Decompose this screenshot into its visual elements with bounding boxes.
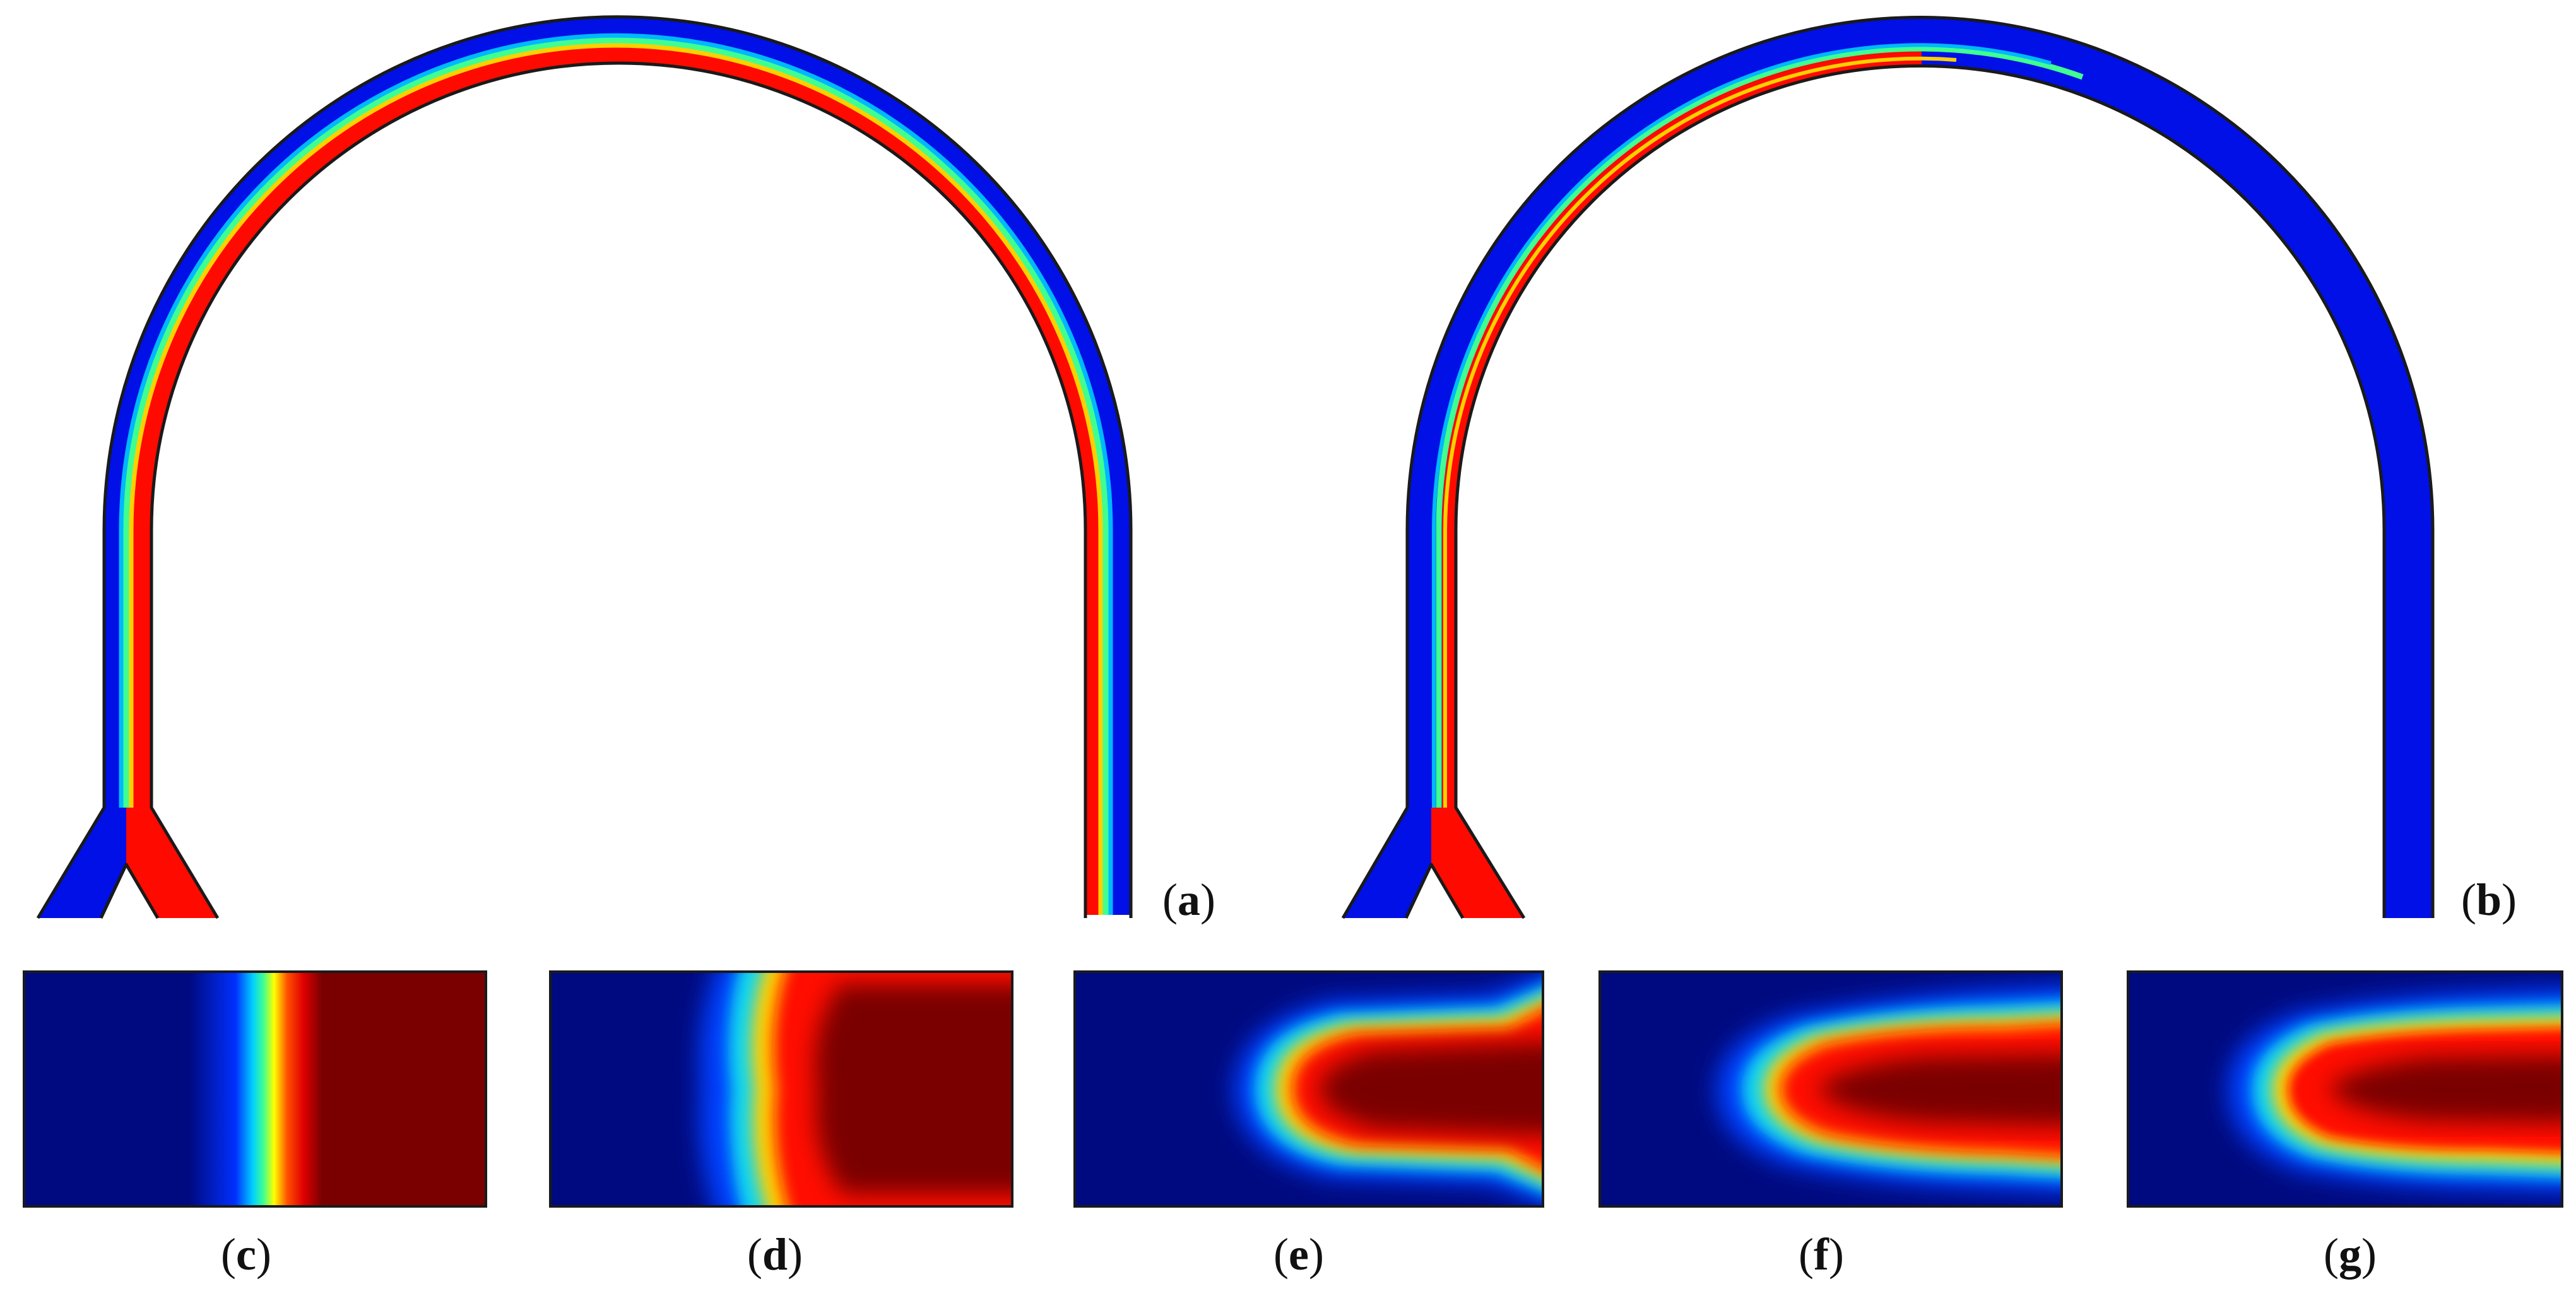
cross-e-core bbox=[1320, 1042, 1543, 1135]
cross-g-frame bbox=[2127, 970, 2563, 1208]
cross-d-frame bbox=[549, 970, 1013, 1208]
panel-c-cross-section: (c) bbox=[23, 970, 487, 1280]
panel-label-b: (b) bbox=[2461, 875, 2517, 925]
inlet-b-left-branch bbox=[1343, 808, 1431, 918]
panel-label-g: (g) bbox=[2324, 1229, 2377, 1280]
channel-a-outer-fluid bbox=[104, 16, 1131, 916]
cross-g-core bbox=[2329, 1055, 2562, 1123]
inlet-a-left-branch bbox=[38, 808, 126, 918]
channel-a-interface-yellow bbox=[129, 43, 1103, 915]
channel-b-inner-fluid bbox=[1441, 50, 1922, 808]
channel-a-interface bbox=[123, 37, 1109, 915]
cross-c-frame bbox=[23, 970, 487, 1208]
cross-d-core bbox=[815, 984, 1012, 1194]
panel-a-u-channel: (a) bbox=[36, 15, 1215, 925]
panel-label-c: (c) bbox=[221, 1229, 271, 1280]
channel-a-interface-cyan bbox=[119, 33, 1113, 915]
channel-b-outer-fluid bbox=[1407, 17, 2433, 918]
panel-label-f: (f) bbox=[1799, 1229, 1844, 1280]
channel-b-interface-cyan bbox=[1432, 43, 2052, 808]
channel-b-interface bbox=[1436, 45, 2084, 808]
channel-a-outline bbox=[36, 15, 1133, 919]
panel-d-cross-section: (d) bbox=[549, 970, 1013, 1280]
cross-f-core bbox=[1817, 1054, 2062, 1126]
channel-b-outline bbox=[1341, 16, 2435, 919]
panel-f-cross-section: (f) bbox=[1598, 970, 2063, 1280]
panel-b-u-channel: (b) bbox=[1341, 16, 2517, 925]
panel-label-d: (d) bbox=[747, 1229, 803, 1280]
cross-f-frame bbox=[1598, 970, 2063, 1208]
inlet-b-right-branch bbox=[1431, 808, 1524, 918]
panel-label-a: (a) bbox=[1162, 875, 1215, 925]
panel-g-cross-section: (g) bbox=[2127, 970, 2563, 1280]
inlet-a-right-branch bbox=[126, 808, 218, 918]
cross-e-frame bbox=[1073, 970, 1544, 1208]
channel-b-interface-yellow bbox=[1443, 56, 1957, 808]
cross-c-interface bbox=[189, 972, 322, 1206]
panel-label-e: (e) bbox=[1273, 1229, 1324, 1280]
panel-e-cross-section: (e) bbox=[1073, 970, 1544, 1280]
